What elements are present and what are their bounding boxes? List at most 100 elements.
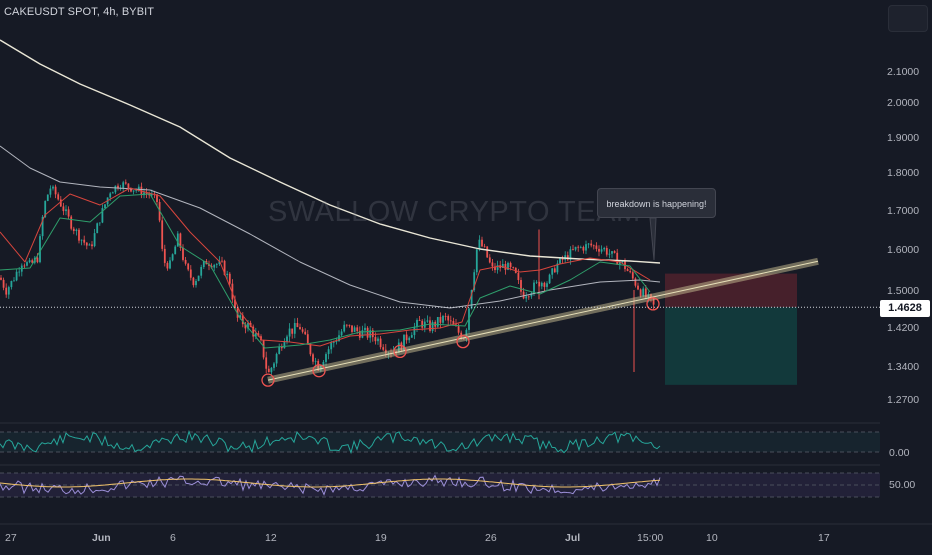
oscillator-line	[0, 429, 661, 455]
candle-body	[637, 285, 639, 290]
candle-body	[618, 262, 621, 265]
candle-body	[600, 249, 603, 252]
candle-body	[340, 331, 343, 336]
candle-body	[210, 265, 213, 268]
candle-body	[10, 281, 13, 288]
candle-body	[291, 328, 294, 334]
candle-body	[577, 246, 580, 248]
candle-body	[122, 182, 125, 189]
candle-body	[361, 330, 364, 338]
candle-body	[91, 244, 93, 247]
watermark: SWALLOW CRYPTO TEAM	[268, 196, 641, 228]
candle-body	[228, 273, 231, 284]
support-touch-circle	[261, 373, 275, 387]
candle-body	[475, 249, 478, 273]
candle-body	[5, 287, 8, 295]
candle-body	[283, 341, 286, 349]
rsi-signal-line	[0, 478, 661, 488]
candle-body	[44, 200, 47, 217]
candle-body	[590, 243, 593, 246]
candle-body	[176, 233, 179, 247]
candle-body	[587, 243, 590, 245]
candle-body	[507, 262, 509, 270]
candle-body	[473, 272, 476, 291]
price-tick-label: 1.6000	[887, 244, 919, 256]
candle-body	[137, 186, 140, 191]
candle-body	[353, 327, 356, 332]
candle-body	[530, 293, 533, 297]
candle-body	[413, 326, 416, 336]
candle-body	[512, 267, 515, 268]
candle-body	[218, 260, 221, 265]
candle-body	[400, 342, 403, 351]
price-tick-label: 1.2700	[887, 394, 919, 406]
time-tick-label: 27	[5, 532, 17, 544]
candle-body	[504, 263, 507, 270]
candle-body	[652, 298, 655, 305]
candle-body	[520, 280, 522, 292]
time-tick-label: 15:00	[637, 532, 663, 544]
candle-body	[348, 324, 351, 326]
chart-control-button[interactable]	[888, 5, 928, 32]
candle-body	[611, 251, 613, 254]
candle-body	[429, 320, 431, 331]
candle-body	[439, 316, 442, 323]
candle-body	[265, 357, 268, 369]
candle-body	[15, 271, 18, 281]
candle-body	[330, 342, 333, 350]
candle-body	[449, 320, 452, 322]
price-tick-label: 1.4200	[887, 322, 919, 334]
candle-body	[426, 320, 429, 322]
candle-body	[488, 257, 491, 263]
candle-body	[598, 248, 600, 252]
price-tick-label: 1.8000	[887, 167, 919, 179]
candle-body	[382, 347, 385, 350]
candle-body	[244, 324, 247, 329]
candle-body	[62, 206, 65, 212]
candle-body	[527, 296, 530, 298]
candle-body	[343, 324, 346, 332]
time-tick-label: 10	[706, 532, 718, 544]
candle-body	[608, 253, 611, 255]
candle-body	[397, 342, 400, 353]
candle-body	[135, 190, 138, 191]
candle-body	[335, 341, 338, 342]
candle-body	[241, 315, 244, 325]
price-tick-label: 1.3400	[887, 361, 919, 373]
candle-body	[148, 193, 151, 196]
candle-body	[65, 209, 67, 212]
candle-body	[332, 341, 335, 343]
candle-body	[322, 361, 325, 366]
candle-body	[187, 263, 190, 270]
candle-body	[109, 193, 112, 198]
candle-body	[566, 255, 569, 260]
candle-body	[54, 186, 57, 195]
candle-body	[52, 186, 54, 189]
candle-body	[525, 296, 528, 299]
candle-body	[39, 236, 41, 263]
candle-body	[366, 327, 369, 338]
candle-body	[431, 321, 434, 331]
candle-body	[98, 222, 101, 224]
candle-body	[481, 239, 483, 247]
candle-body	[548, 274, 551, 284]
candle-body	[195, 280, 197, 286]
candle-body	[379, 338, 382, 348]
candle-body	[585, 244, 587, 251]
candle-body	[223, 260, 226, 275]
candle-body	[161, 220, 164, 249]
candle-body	[278, 346, 281, 354]
candle-body	[189, 269, 192, 278]
candle-body	[36, 257, 39, 263]
candle-body	[592, 245, 595, 247]
annotation-callout[interactable]: breakdown is happening!	[597, 188, 716, 218]
candle-body	[117, 185, 119, 189]
candle-body	[28, 260, 31, 263]
candle-body	[184, 259, 187, 264]
candle-body	[270, 367, 273, 373]
candle-body	[486, 246, 489, 258]
candle-body	[182, 247, 184, 260]
candle-body	[621, 261, 624, 263]
